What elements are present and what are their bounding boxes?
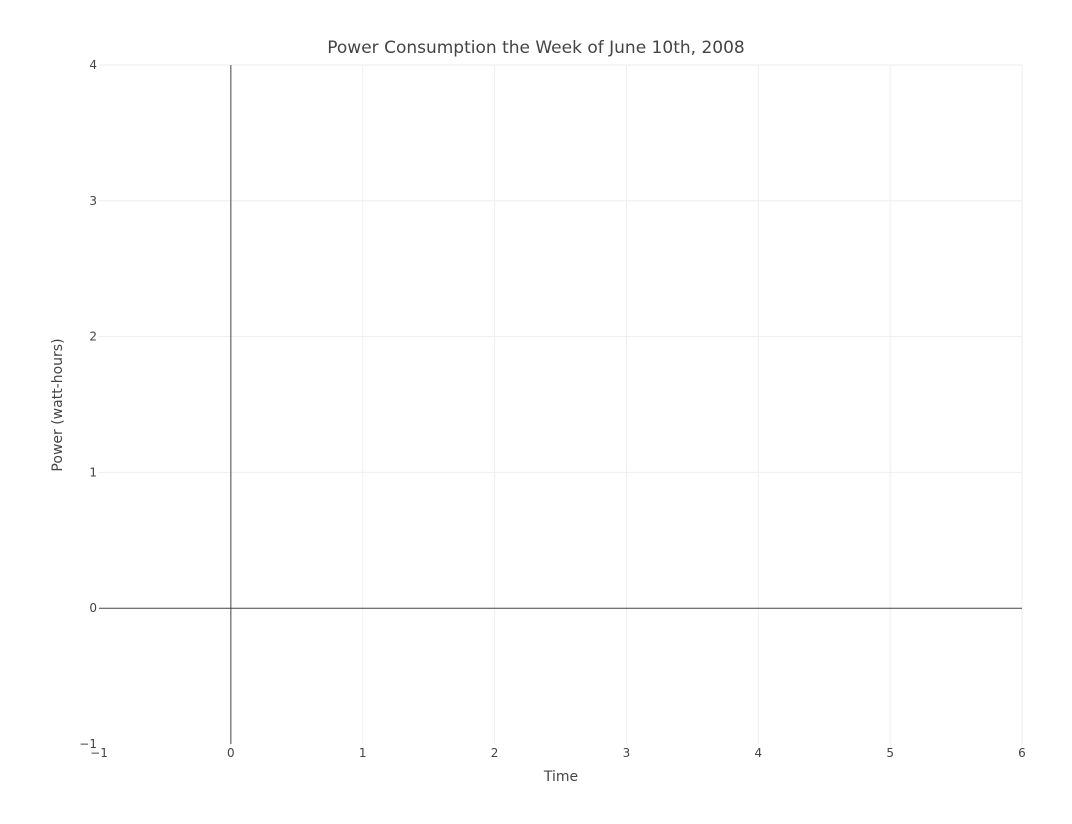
x-tick-label: 2 (491, 746, 499, 760)
tick-labels: −1 0 1 2 3 4 5 6 −1 0 1 2 3 4 (79, 58, 1026, 760)
x-tick-label: 1 (359, 746, 367, 760)
y-tick-label: 2 (89, 330, 97, 344)
y-axis-title: Power (watt-hours) (50, 338, 66, 471)
x-tick-label: 6 (1018, 746, 1026, 760)
x-tick-label: 5 (886, 746, 894, 760)
chart-title: Power Consumption the Week of June 10th,… (327, 38, 744, 58)
y-tick-label: 0 (89, 601, 97, 615)
x-tick-label: 0 (227, 746, 235, 760)
x-tick-label: 4 (754, 746, 762, 760)
x-tick-label: −1 (90, 746, 108, 760)
y-tick-label: 3 (89, 194, 97, 208)
y-tick-label: 1 (89, 465, 97, 479)
y-tick-label: 4 (89, 58, 97, 72)
x-tick-label: 3 (623, 746, 631, 760)
grid-layer (99, 64, 1023, 744)
zero-lines (99, 65, 1022, 744)
y-tick-label: −1 (79, 737, 97, 751)
x-axis-title: Time (543, 769, 578, 785)
